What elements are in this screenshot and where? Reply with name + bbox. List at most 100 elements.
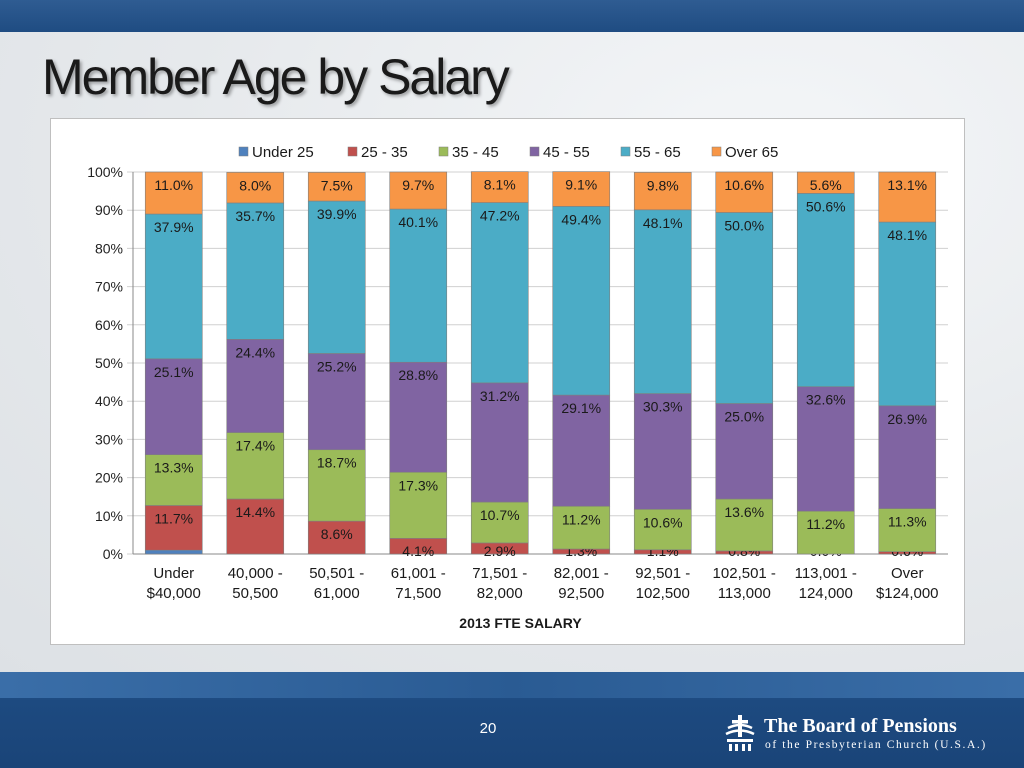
y-tick-label: 30% (95, 431, 123, 447)
data-label: 13.3% (154, 460, 194, 476)
data-label: 39.9% (317, 206, 357, 222)
bar-segment-35to45 (470, 501, 529, 544)
bar-segment-over65 (878, 171, 937, 223)
legend-swatch (238, 146, 249, 157)
data-label: 26.9% (887, 411, 927, 427)
data-label: 50.0% (724, 217, 764, 233)
bar-segment-over65 (552, 171, 611, 207)
data-label: 24.4% (235, 344, 275, 360)
x-tick-label: 61,001 - (391, 565, 446, 582)
data-label: 48.1% (643, 215, 683, 231)
brand-block: The Board of Pensions of the Presbyteria… (722, 710, 1012, 760)
data-label: 28.8% (398, 367, 438, 383)
bar-segment-45to55 (552, 394, 611, 507)
data-label: 18.7% (317, 455, 357, 471)
bar-segment-35to45 (878, 508, 937, 553)
bar-segment-35to45 (715, 498, 774, 552)
bar-segment-over65 (144, 171, 203, 215)
x-tick-label: 61,000 (314, 585, 360, 602)
data-label: 35.7% (235, 208, 275, 224)
data-label: 5.6% (810, 177, 842, 193)
data-label: 4.1% (402, 543, 434, 559)
data-label: 25.0% (724, 408, 764, 424)
bar-segment-over65 (389, 171, 448, 210)
data-label: 25.1% (154, 364, 194, 380)
x-axis-title: 2013 FTE SALARY (459, 615, 582, 631)
x-tick-label: 40,000 - (228, 565, 283, 582)
x-tick-label: 113,001 - (795, 565, 857, 582)
x-tick-label: 82,000 (477, 585, 523, 602)
data-label: 40.1% (398, 214, 438, 230)
slide-title: Member Age by Salary (42, 49, 510, 105)
bar-segment-over65 (226, 172, 285, 204)
x-tick-label: 82,001 - (554, 565, 609, 582)
bar-segment-45to55 (226, 339, 285, 433)
legend-label: Under 25 (252, 144, 314, 161)
bar-segment-over65 (307, 172, 366, 202)
x-tick-label: $40,000 (147, 585, 201, 602)
data-label: 7.5% (321, 177, 353, 193)
y-tick-label: 60% (95, 317, 123, 333)
bar-segment-35to45 (144, 454, 203, 506)
bar-segment-35to45 (226, 432, 285, 500)
data-label: 37.9% (154, 219, 194, 235)
x-tick-label: 50,500 (232, 585, 278, 602)
legend-swatch (438, 146, 449, 157)
bar-segment-25to35 (144, 505, 203, 551)
data-label: 17.4% (235, 438, 275, 454)
data-label: 9.1% (565, 177, 597, 193)
bar-segment-45to55 (796, 386, 855, 512)
presbyterian-seal-icon (725, 715, 755, 751)
data-label: 29.1% (561, 400, 601, 416)
data-label: 50.6% (806, 198, 846, 214)
data-label: 8.0% (239, 177, 271, 193)
bar-segment-45to55 (307, 353, 366, 451)
y-tick-label: 80% (95, 240, 123, 256)
data-label: 11.7% (154, 510, 193, 526)
top-band (0, 0, 1024, 32)
x-tick-label: 124,000 (799, 585, 853, 602)
y-tick-label: 0% (103, 546, 123, 562)
brand-subtitle: of the Presbyterian Church (U.S.A.) (765, 739, 987, 751)
bar-segment-45to55 (878, 405, 937, 509)
y-tick-label: 90% (95, 202, 123, 218)
data-label: 10.7% (480, 507, 520, 523)
chart-frame: 0% 10% 20% 30% 40% 50% 60% 70% 80% 90% 100% 11.7% 13… (50, 118, 965, 645)
bar-segment-45to55 (144, 358, 203, 455)
legend-swatch (529, 146, 540, 157)
bar-segment-55to65 (470, 202, 529, 384)
data-label: 48.1% (887, 227, 927, 243)
legend-label: 35 - 45 (452, 144, 499, 161)
data-label: 32.6% (806, 392, 846, 408)
data-label: 30.3% (643, 399, 683, 415)
footer-stripe (0, 672, 1024, 698)
y-tick-label: 10% (95, 508, 123, 524)
data-label: 10.6% (643, 514, 683, 530)
bar-segment-over65 (633, 172, 692, 211)
data-label: 9.7% (402, 177, 434, 193)
data-label: 13.1% (887, 177, 927, 193)
footer: 20 The Board of Pensions of the Presbyte… (0, 672, 1024, 768)
stacked-bar-chart: 0% 10% 20% 30% 40% 50% 60% 70% 80% 90% 100% 11.7% 13… (87, 144, 948, 631)
legend-label: Over 65 (725, 144, 778, 161)
bar-segment-55to65 (144, 213, 203, 360)
bar-segment-55to65 (878, 221, 937, 407)
legend-label: 25 - 35 (361, 144, 408, 161)
data-label: 17.3% (398, 477, 438, 493)
y-tick-label: 20% (95, 470, 123, 486)
bar-segment-55to65 (389, 208, 448, 363)
data-label: 25.2% (317, 358, 357, 374)
bar-segment-over65 (470, 171, 529, 203)
bar-segment-25to35 (226, 498, 285, 555)
bar-segment-55to65 (226, 202, 285, 340)
x-tick-label: 102,501 - (713, 565, 776, 582)
bar-segment-35to45 (389, 471, 448, 539)
data-label: 11.2% (562, 511, 601, 527)
page-number: 20 (479, 720, 497, 737)
data-label: 11.2% (806, 516, 845, 532)
data-label: 8.6% (321, 526, 353, 542)
bar-segment-35to45 (307, 449, 366, 522)
data-label: 9.8% (647, 177, 679, 193)
x-tick-label: Over (891, 565, 924, 582)
bar-segment-over65 (796, 171, 855, 194)
